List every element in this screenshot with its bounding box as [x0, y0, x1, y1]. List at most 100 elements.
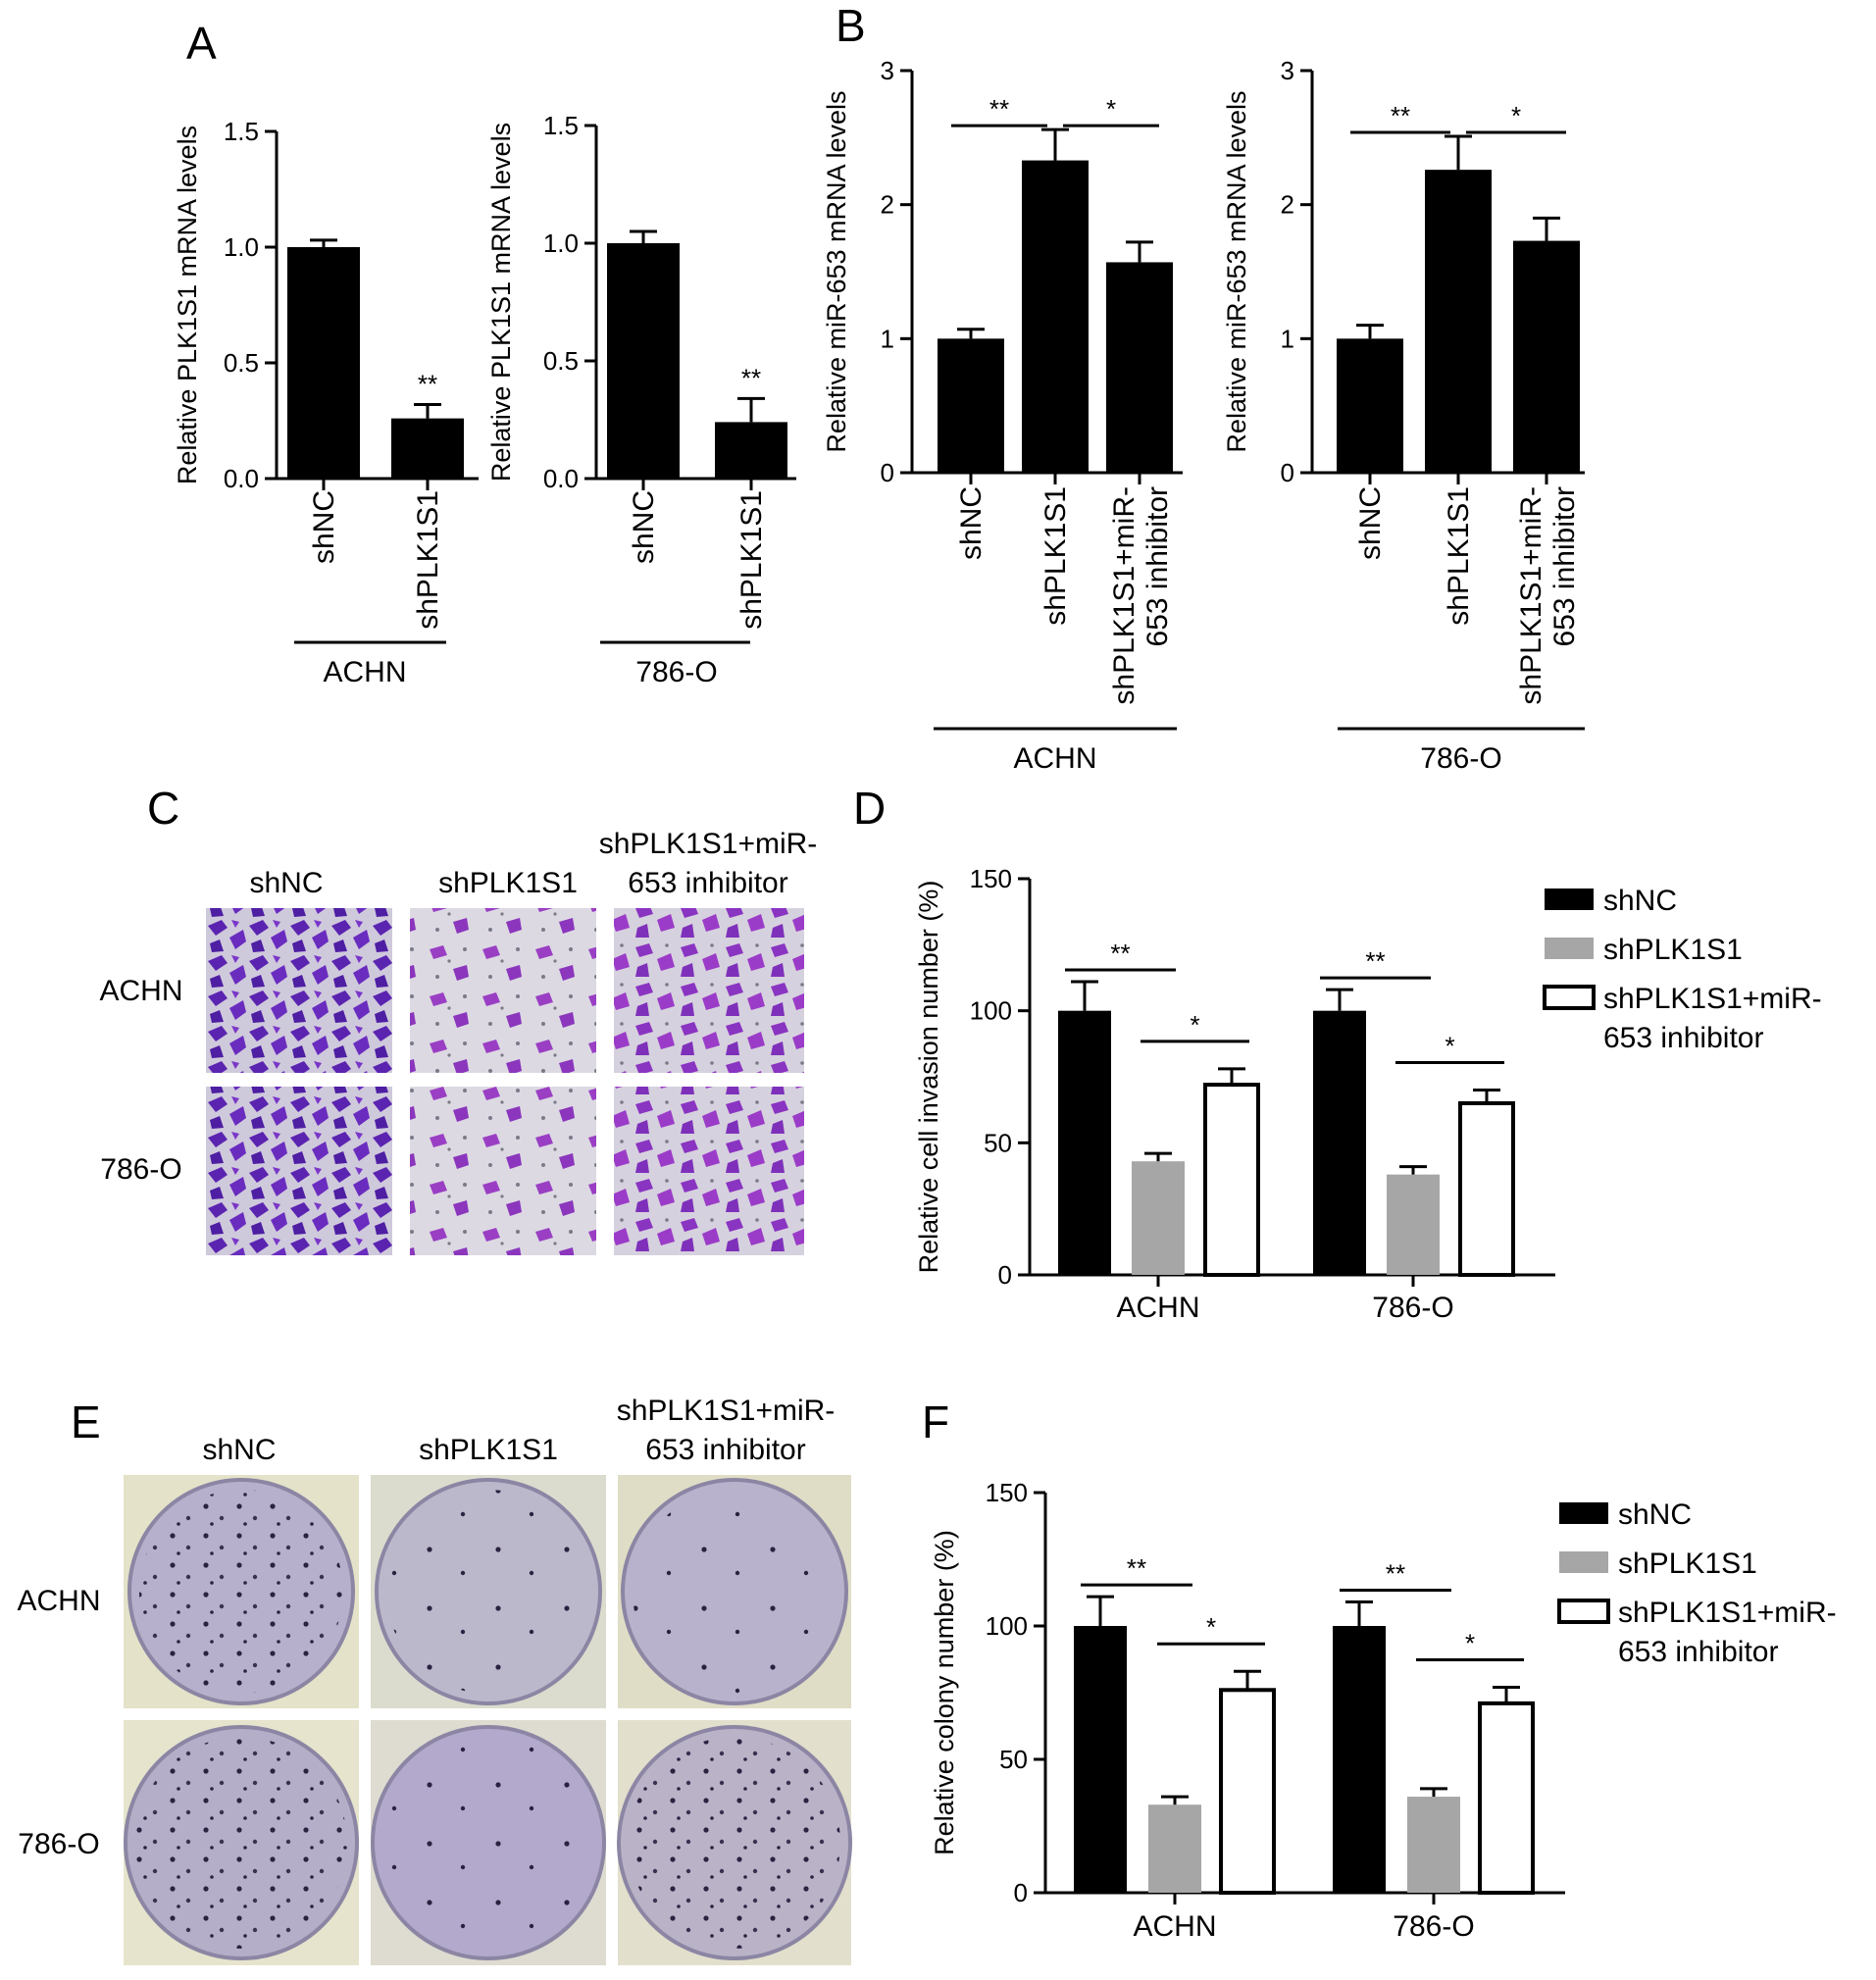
bar [1425, 170, 1492, 473]
comparison-marker: * [1465, 1629, 1475, 1658]
comparison-marker: ** [1391, 101, 1410, 130]
comparison-marker: ** [989, 94, 1009, 124]
bar-combo [1478, 1701, 1535, 1895]
legend-swatch-shplk1s1 [1545, 938, 1594, 959]
y-tick-label: 0 [1014, 1878, 1028, 1907]
x-category-label-line2: 653 inhibitor [1548, 486, 1581, 646]
chart-b-achn: 0 1 2 3 Relative miR-653 mRNA levels shNC shPL… [822, 56, 1183, 775]
comparison-marker: ** [1127, 1553, 1146, 1583]
y-tick-label: 0.5 [543, 346, 579, 376]
chart-d-invasion: 0 50 100 150 Relative cell invasion number (… [914, 864, 1822, 1324]
panel-e-col-combo-line1: shPLK1S1+miR- [617, 1395, 836, 1427]
y-tick-label: 3 [881, 56, 894, 85]
legend-label-combo-line1: shPLK1S1+miR- [1618, 1597, 1837, 1629]
y-tick-label: 0.0 [543, 464, 579, 493]
colonies-786o-combo [629, 1737, 840, 1949]
comparison-marker: * [1106, 94, 1116, 124]
x-category-label: shNC [628, 490, 660, 564]
y-tick-label: 150 [986, 1478, 1028, 1507]
panel-e-col-combo-line2: 653 inhibitor [645, 1434, 805, 1466]
bar-combo [1219, 1688, 1276, 1896]
legend-label-combo-line2: 653 inhibitor [1618, 1636, 1778, 1668]
cell-line-label: ACHN [323, 656, 406, 688]
comparison-marker: * [1190, 1010, 1199, 1040]
legend-swatch-shnc [1545, 888, 1594, 910]
legend-label-shplk1s1: shPLK1S1 [1618, 1548, 1757, 1580]
bar-shplk1s1 [1132, 1161, 1185, 1275]
bar [287, 247, 360, 479]
panel-c-col-shplk1s1: shPLK1S1 [438, 867, 578, 899]
y-tick-label: 3 [1281, 56, 1294, 85]
chart-a-achn: 0.0 0.5 1.0 1.5 Relative PLK1S1 mRNA levels s… [173, 117, 479, 688]
y-tick-label: 0 [1281, 458, 1294, 487]
legend-label-combo-line2: 653 inhibitor [1603, 1022, 1763, 1054]
y-tick-label: 1.0 [224, 232, 259, 262]
x-category-label-line1: shPLK1S1+miR- [1108, 486, 1141, 705]
x-category-label-line2: 653 inhibitor [1141, 486, 1174, 646]
bar-shnc [1333, 1626, 1386, 1893]
y-tick-label: 50 [984, 1128, 1012, 1157]
significance-marker: ** [418, 369, 437, 398]
bar-shnc [1313, 1010, 1366, 1275]
panel-label-d: D [853, 783, 886, 834]
micrograph-786o-shnc [206, 1087, 392, 1255]
cell-line-label: ACHN [1013, 742, 1096, 775]
bar [1513, 240, 1580, 473]
x-category-label: shNC [308, 490, 340, 564]
bar [715, 422, 787, 479]
y-tick-label: 0.0 [224, 464, 259, 493]
legend-label-shnc: shNC [1618, 1498, 1692, 1531]
legend-label-combo-line1: shPLK1S1+miR- [1603, 983, 1822, 1015]
comparison-marker: ** [1386, 1559, 1405, 1589]
legend-swatch-shplk1s1 [1559, 1551, 1608, 1573]
micrograph-786o-shplk1s1 [410, 1087, 596, 1255]
y-tick-label: 100 [986, 1611, 1028, 1641]
y-tick-label: 1.0 [543, 228, 579, 258]
y-axis-label: Relative PLK1S1 mRNA levels [173, 126, 202, 484]
micrograph-achn-combo [614, 908, 804, 1073]
bar-shnc [1074, 1626, 1127, 1893]
bar [1337, 338, 1403, 473]
y-axis-label: Relative colony number (%) [930, 1530, 959, 1855]
bar [391, 418, 464, 479]
comparison-marker: * [1445, 1031, 1454, 1060]
cell-line-label: 786-O [635, 656, 717, 688]
bar [1106, 262, 1173, 473]
panel-e-row-achn: ACHN [17, 1585, 100, 1617]
x-category-label: 786-O [1393, 1910, 1474, 1943]
comparison-marker: * [1511, 101, 1521, 130]
bar-shplk1s1 [1407, 1797, 1460, 1893]
x-category-label: shPLK1S1 [1039, 486, 1072, 626]
legend-label-shplk1s1: shPLK1S1 [1603, 934, 1743, 966]
panel-label-b: B [836, 0, 866, 51]
legend-label-shnc: shNC [1603, 885, 1677, 917]
comparison-marker: ** [1365, 946, 1385, 976]
micrograph-achn-shplk1s1 [410, 908, 596, 1073]
panel-c-row-achn: ACHN [99, 975, 182, 1007]
bar-combo [1458, 1100, 1515, 1278]
y-tick-label: 0 [998, 1260, 1012, 1290]
chart-b-786o: 0 1 2 3 Relative miR-653 mRNA levels shNC shPL… [1222, 56, 1585, 775]
y-tick-label: 1.5 [224, 117, 259, 146]
colonies-achn-shnc [139, 1490, 343, 1694]
x-category-label: ACHN [1116, 1292, 1199, 1324]
panel-c-row-786o: 786-O [100, 1153, 181, 1186]
colonies-achn-combo [633, 1490, 837, 1694]
chart-f-colony: 0 50 100 150 Relative colony number (%) ACHN 7… [930, 1478, 1837, 1943]
micrograph-achn-shnc [206, 908, 392, 1073]
panel-c-col-shnc: shNC [249, 867, 323, 899]
y-tick-label: 1 [881, 324, 894, 353]
significance-marker: ** [741, 363, 761, 392]
micrograph-786o-combo [614, 1087, 804, 1255]
y-tick-label: 2 [881, 190, 894, 220]
panel-e-dishes: shNC shPLK1S1 shPLK1S1+miR- 653 inhibito… [17, 1395, 852, 1965]
x-category-label: shPLK1S1 [735, 490, 768, 630]
panel-label-f: F [922, 1396, 949, 1447]
panel-e-col-shplk1s1: shPLK1S1 [419, 1434, 558, 1466]
comparison-marker: ** [1110, 939, 1130, 968]
y-tick-label: 50 [999, 1745, 1028, 1774]
x-category-label: shNC [955, 486, 988, 560]
comparison-marker: * [1206, 1612, 1216, 1642]
y-tick-label: 1 [1281, 324, 1294, 353]
y-tick-label: 1.5 [543, 111, 579, 140]
